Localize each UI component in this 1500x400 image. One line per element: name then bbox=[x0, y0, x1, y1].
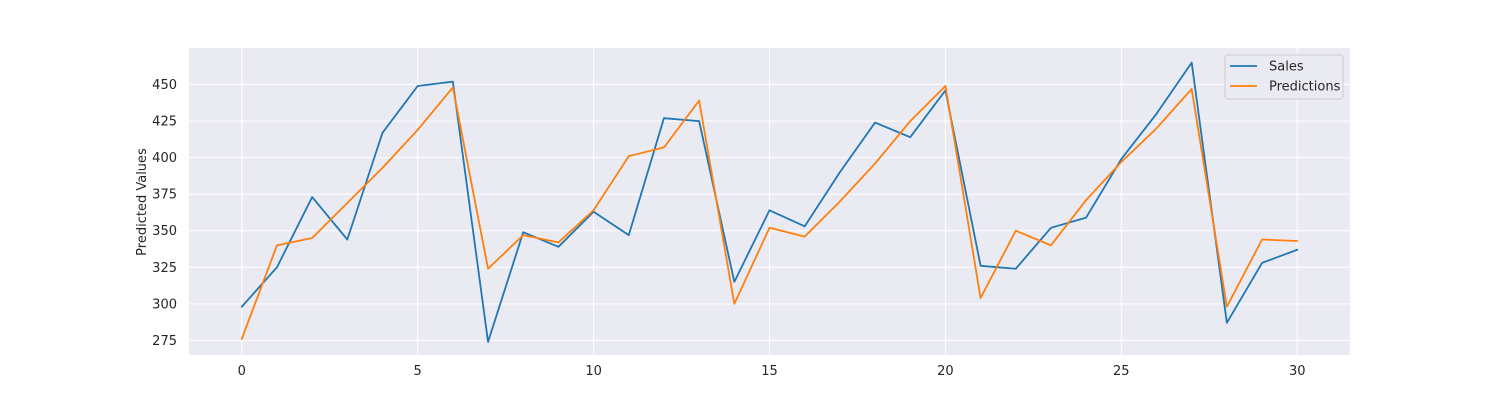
legend-label-sales: Sales bbox=[1269, 60, 1304, 75]
y-tick-label: 400 bbox=[152, 151, 177, 166]
y-axis-label: Predicted Values bbox=[135, 148, 150, 256]
y-tick-label: 425 bbox=[152, 115, 177, 130]
series-line-sales bbox=[240, 61, 1299, 343]
y-tick-label: 300 bbox=[152, 297, 177, 312]
x-tick-label: 20 bbox=[937, 364, 954, 379]
legend: Sales Predictions bbox=[1224, 54, 1344, 100]
y-tick-label: 375 bbox=[152, 188, 177, 203]
y-tick-label: 350 bbox=[152, 224, 177, 239]
x-axis: 0 5 10 15 20 25 30 bbox=[238, 364, 1306, 379]
y-axis: 275 300 325 350 375 400 425 450 bbox=[152, 78, 177, 349]
legend-label-predictions: Predictions bbox=[1269, 80, 1341, 95]
series-line-predictions bbox=[240, 85, 1299, 340]
x-tick-label: 15 bbox=[761, 364, 778, 379]
y-tick-label: 450 bbox=[152, 78, 177, 93]
grid-lines bbox=[189, 48, 1350, 355]
y-tick-label: 275 bbox=[152, 334, 177, 349]
x-tick-label: 30 bbox=[1289, 364, 1306, 379]
x-tick-label: 10 bbox=[585, 364, 602, 379]
series-layer bbox=[240, 61, 1299, 343]
x-tick-label: 5 bbox=[414, 364, 422, 379]
x-tick-label: 0 bbox=[238, 364, 246, 379]
y-tick-label: 325 bbox=[152, 261, 177, 276]
x-tick-label: 25 bbox=[1113, 364, 1130, 379]
